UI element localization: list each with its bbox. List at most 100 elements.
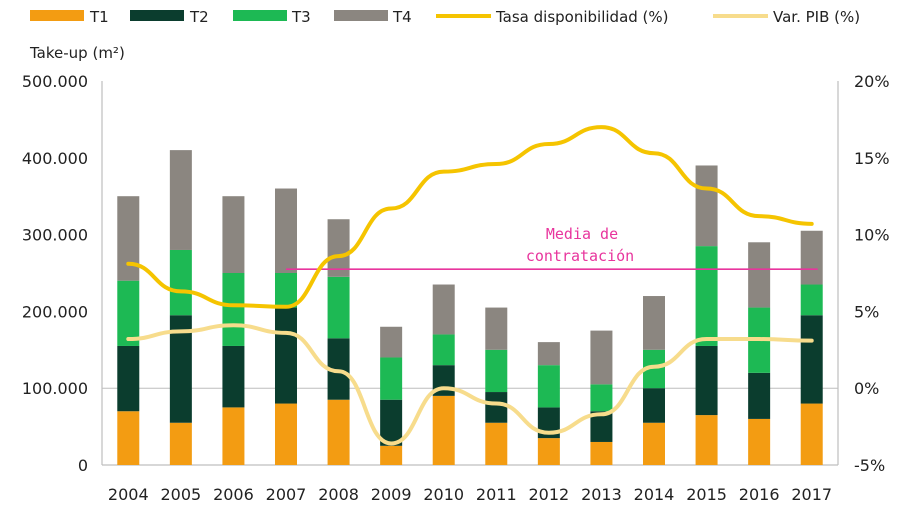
x-tick-labels: 2004 2005 2006 2007 2008 2009 2010 2011 2012 2013… xyxy=(108,485,832,504)
bar-t4-2009 xyxy=(380,326,403,358)
y2-tick-label: 5% xyxy=(854,302,879,321)
y-tick-label: 300.000 xyxy=(22,226,88,245)
bar-t1-2017 xyxy=(800,403,823,465)
x-tick-label: 2009 xyxy=(371,485,412,504)
legend-label: T3 xyxy=(291,8,311,26)
bar-t2-2014 xyxy=(643,388,665,423)
var-pib-line xyxy=(126,323,814,446)
bar-t3-2015 xyxy=(695,246,718,346)
legend-swatch-t4 xyxy=(334,10,388,21)
bar-t2-2008 xyxy=(327,338,350,400)
average-label-line2: contratación xyxy=(526,247,634,265)
bar-t1-2012 xyxy=(537,438,560,465)
x-tick-label: 2010 xyxy=(423,485,464,504)
y2-tick-label: 0% xyxy=(854,379,879,398)
average-label-line1: Media de xyxy=(546,225,618,243)
bar-t4-2012 xyxy=(537,342,560,366)
y2-tick-label: 15% xyxy=(854,149,890,168)
bar-t1-2007 xyxy=(275,403,297,465)
bar-t3-2004 xyxy=(117,280,140,346)
x-tick-label: 2007 xyxy=(266,485,307,504)
bar-t4-2006 xyxy=(222,196,245,273)
bar-t3-2007 xyxy=(275,273,297,308)
bar-t4-2013 xyxy=(590,330,613,385)
legend: T1 T2 T3 T4 Tasa disponibilidad (%) Var. PIB … xyxy=(30,8,860,26)
bar-t1-2013 xyxy=(590,441,613,465)
bar-t2-2009 xyxy=(380,399,403,446)
bar-t4-2004 xyxy=(117,196,140,281)
x-tick-label: 2006 xyxy=(213,485,254,504)
bar-t4-2014 xyxy=(643,296,665,350)
bar-t4-2011 xyxy=(485,307,508,350)
bar-t1-2014 xyxy=(643,422,665,465)
y-axis-label: Take-up (m²) xyxy=(29,44,125,62)
x-tick-label: 2008 xyxy=(318,485,359,504)
bar-t3-2017 xyxy=(800,284,823,316)
bar-t1-2010 xyxy=(432,395,455,465)
line-series xyxy=(126,125,814,446)
legend-swatch-t1 xyxy=(30,10,84,21)
bar-t4-2005 xyxy=(169,150,192,250)
bar-t3-2006 xyxy=(222,273,245,346)
bar-t2-2011 xyxy=(485,392,508,423)
y-tick-label: 100.000 xyxy=(22,379,88,398)
bar-t3-2013 xyxy=(590,384,613,412)
tasa-disponibilidad-line xyxy=(126,125,814,309)
bar-t2-2013 xyxy=(590,411,613,442)
y-tick-label: 400.000 xyxy=(22,149,88,168)
y2-tick-label: -5% xyxy=(854,456,885,475)
x-tick-label: 2016 xyxy=(739,485,780,504)
average-line: Media de contratación xyxy=(286,225,818,270)
x-tick-label: 2015 xyxy=(686,485,727,504)
bar-t1-2011 xyxy=(485,422,508,465)
bar-t3-2011 xyxy=(485,349,508,393)
bar-t3-2009 xyxy=(380,357,403,400)
bar-t4-2015 xyxy=(695,165,718,247)
legend-swatch-t2 xyxy=(130,10,184,21)
bar-t1-2005 xyxy=(169,422,192,465)
bar-t4-2017 xyxy=(800,230,823,285)
x-tick-label: 2014 xyxy=(634,485,675,504)
bar-t2-2016 xyxy=(748,372,771,419)
bar-t1-2008 xyxy=(327,399,350,465)
bars xyxy=(117,150,823,465)
bar-t2-2006 xyxy=(222,345,245,408)
legend-label: T2 xyxy=(189,8,209,26)
bar-t1-2016 xyxy=(748,418,771,465)
bar-t3-2014 xyxy=(643,349,665,389)
y-tick-label: 200.000 xyxy=(22,302,88,321)
legend-swatch-t3 xyxy=(233,10,287,21)
bar-t2-2005 xyxy=(169,315,192,423)
legend-label: T4 xyxy=(392,8,412,26)
bar-t3-2012 xyxy=(537,365,560,408)
bar-t2-2004 xyxy=(117,345,140,412)
bar-t2-2007 xyxy=(275,307,297,404)
x-tick-label: 2005 xyxy=(160,485,201,504)
bar-t4-2010 xyxy=(432,284,455,335)
bar-t4-2016 xyxy=(748,242,771,308)
bar-t2-2017 xyxy=(800,315,823,404)
x-tick-label: 2013 xyxy=(581,485,622,504)
bar-t1-2006 xyxy=(222,407,245,465)
x-tick-label: 2017 xyxy=(791,485,832,504)
x-tick-label: 2004 xyxy=(108,485,149,504)
x-tick-label: 2012 xyxy=(528,485,569,504)
bar-t4-2008 xyxy=(327,219,350,277)
bar-t3-2008 xyxy=(327,276,350,339)
bar-t3-2005 xyxy=(169,249,192,316)
bar-t1-2015 xyxy=(695,415,718,465)
y2-tick-label: 20% xyxy=(854,72,890,91)
bar-t1-2004 xyxy=(117,411,140,465)
bar-t2-2015 xyxy=(695,345,718,416)
bar-t1-2009 xyxy=(380,445,403,465)
y-tick-label: 500.000 xyxy=(22,72,88,91)
bar-t4-2007 xyxy=(275,188,297,273)
x-tick-label: 2011 xyxy=(476,485,517,504)
legend-label: Tasa disponibilidad (%) xyxy=(495,8,669,26)
legend-label: Var. PIB (%) xyxy=(773,8,860,26)
bar-t3-2010 xyxy=(432,334,455,366)
y-tick-label: 0 xyxy=(78,456,88,475)
legend-label: T1 xyxy=(89,8,109,26)
